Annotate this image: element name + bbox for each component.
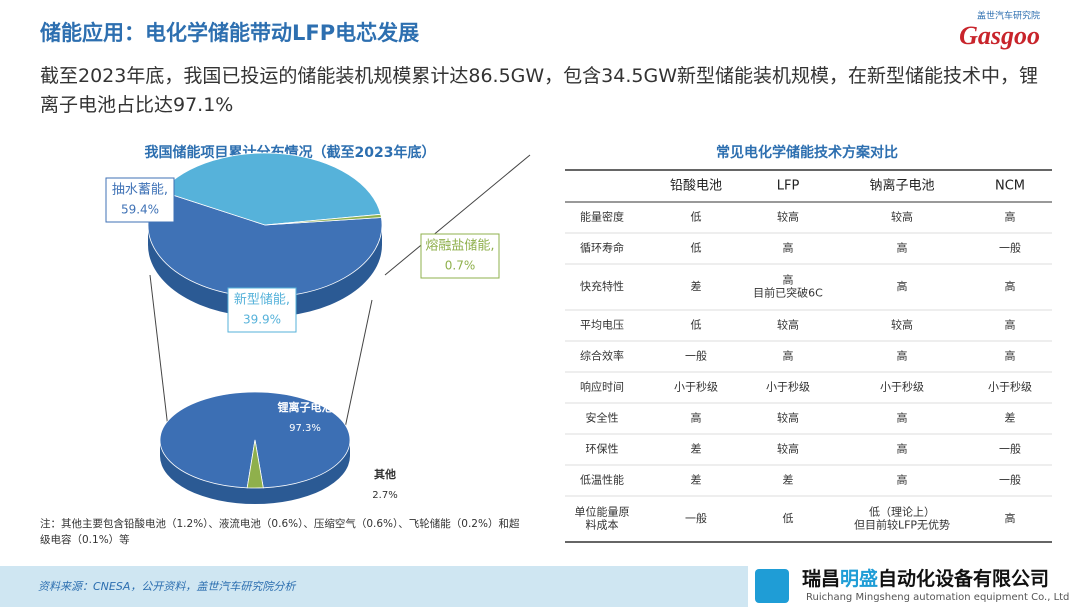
cell-text: 高 (1005, 511, 1016, 525)
header-cell: NCM (995, 179, 1025, 194)
cell-text: 高 (1005, 279, 1016, 293)
cell-text: 一般 (999, 242, 1021, 255)
company-name: 瑞昌明盛自动化设备有限公司 (802, 567, 1049, 590)
cell-text: 较高 (891, 210, 913, 224)
table-title: 常见电化学储能技术方案对比 (716, 144, 898, 161)
cell-text: 较高 (777, 210, 799, 224)
note-box: 注：其他主要包含铅酸电池（1.2%）、液流电池（0.6%）、压缩空气（0.6%）… (40, 518, 520, 546)
company-icon (755, 569, 789, 603)
cell-text: 低 (691, 242, 702, 255)
pie-title: 我国储能项目累计分布情况（截至2023年底） (145, 144, 436, 161)
slice-value: 2.7% (372, 490, 397, 501)
cell-text: 综合效率 (580, 349, 624, 363)
pie-slice (246, 439, 264, 489)
footer-company-bg (748, 566, 1080, 607)
cell-text: 高 (897, 349, 908, 363)
cell-text: 小于秒级 (988, 380, 1032, 394)
cell-text: 能量密度 (580, 210, 624, 224)
company-part: 自动化设备有限公司 (878, 567, 1049, 590)
cell-text: 高 (1005, 349, 1016, 363)
header-cell: LFP (777, 179, 800, 194)
cell-text: 循环寿命 (580, 241, 624, 255)
cell-text: 高 (897, 279, 908, 293)
slice-value: 0.7% (445, 259, 476, 273)
cell-text: 一般 (685, 350, 707, 363)
connector (344, 299, 373, 429)
cell-text: 高目前已突破6C (753, 273, 823, 300)
table: 铅酸电池 LFP 钠离子电池 NCM能量密度低较高 较高 高循环寿命低高高一般快充特性差高… (565, 169, 1052, 543)
slice-value: 97.3% (289, 423, 321, 434)
source: 资料来源：CNESA，公开资料，盖世汽车研究院分析 (38, 580, 297, 593)
cell-text: 高 (691, 411, 702, 425)
cell-text: 环保性 (586, 442, 619, 456)
cell-text: 低 (691, 319, 702, 332)
note: 注：其他主要包含铅酸电池（1.2%）、液流电池（0.6%）、压缩空气（0.6%）… (40, 518, 520, 546)
slice-label: 新型储能, (234, 292, 290, 308)
cell-text: 高 (783, 349, 794, 363)
slide-title: 储能应用：电化学储能带动LFP电芯发展 (40, 21, 419, 45)
company-en: Ruichang Mingsheng automation equipment … (806, 592, 1069, 603)
cell-text: 高 (897, 473, 908, 487)
connector (149, 274, 169, 429)
cell-text: 差 (783, 473, 794, 487)
cell-text: 安全性 (586, 411, 619, 425)
cell-text: 低温性能 (580, 473, 624, 487)
cell-text: 高 (897, 411, 908, 425)
pie-slice (160, 152, 382, 226)
cell-text: 较高 (891, 318, 913, 332)
slice-label: 锂离子电池 (278, 400, 333, 414)
cell-text: 单位能量原料成本 (575, 505, 630, 532)
cell-text: 小于秒级 (880, 380, 924, 394)
cell-text: 平均电压 (580, 319, 624, 332)
cell-text: 较高 (777, 411, 799, 425)
cell-text: 一般 (685, 512, 707, 525)
summary: 截至2023年底，我国已投运的储能装机规模累计达86.5GW，包含34.5GW新… (40, 65, 1038, 116)
cell-text: 高 (897, 442, 908, 456)
cell-text: 较高 (777, 442, 799, 456)
cell-text: 低 (691, 211, 702, 224)
slice-value: 39.9% (243, 313, 281, 327)
cell-text: 差 (691, 473, 702, 487)
logo-caption: 盖世汽车研究院 (977, 10, 1040, 22)
summary-box: 截至2023年底，我国已投运的储能装机规模累计达86.5GW，包含34.5GW新… (40, 65, 1038, 116)
cell-text: 高 (1005, 210, 1016, 224)
cell-text: 高 (1005, 318, 1016, 332)
pie-slice (159, 391, 351, 489)
cell-text: 高 (783, 241, 794, 255)
cell-text: 快充特性 (580, 279, 624, 293)
cell-text: 一般 (999, 443, 1021, 456)
header-cell: 钠离子电池 (869, 178, 934, 194)
slice-label: 抽水蓄能, (112, 183, 168, 198)
company-part: 瑞昌 (802, 567, 840, 590)
logo: Gasgoo (959, 21, 1040, 50)
cell-text: 差 (691, 442, 702, 456)
cell-text: 小于秒级 (674, 380, 718, 394)
cell-text: 低（理论上）但目前较LFP无优势 (854, 505, 950, 532)
cell-text: 小于秒级 (766, 380, 810, 394)
company-part: 明盛 (840, 567, 878, 590)
cell-text: 低 (783, 512, 794, 525)
header-cell: 铅酸电池 (670, 179, 722, 194)
cell-text: 较高 (777, 318, 799, 332)
cell-text: 高 (897, 241, 908, 255)
cell-text: 一般 (999, 474, 1021, 487)
slice-label: 熔融盐储能, (425, 239, 494, 254)
slice-value: 59.4% (121, 203, 159, 217)
label-box (105, 177, 175, 223)
label-box (420, 233, 500, 279)
label-box (227, 287, 297, 333)
cell-text: 差 (1005, 411, 1016, 425)
pie-slice (264, 213, 382, 226)
connector (384, 154, 531, 276)
slice-label: 其他 (374, 467, 396, 481)
cell-text: 差 (691, 279, 702, 293)
cell-text: 响应时间 (580, 380, 624, 394)
